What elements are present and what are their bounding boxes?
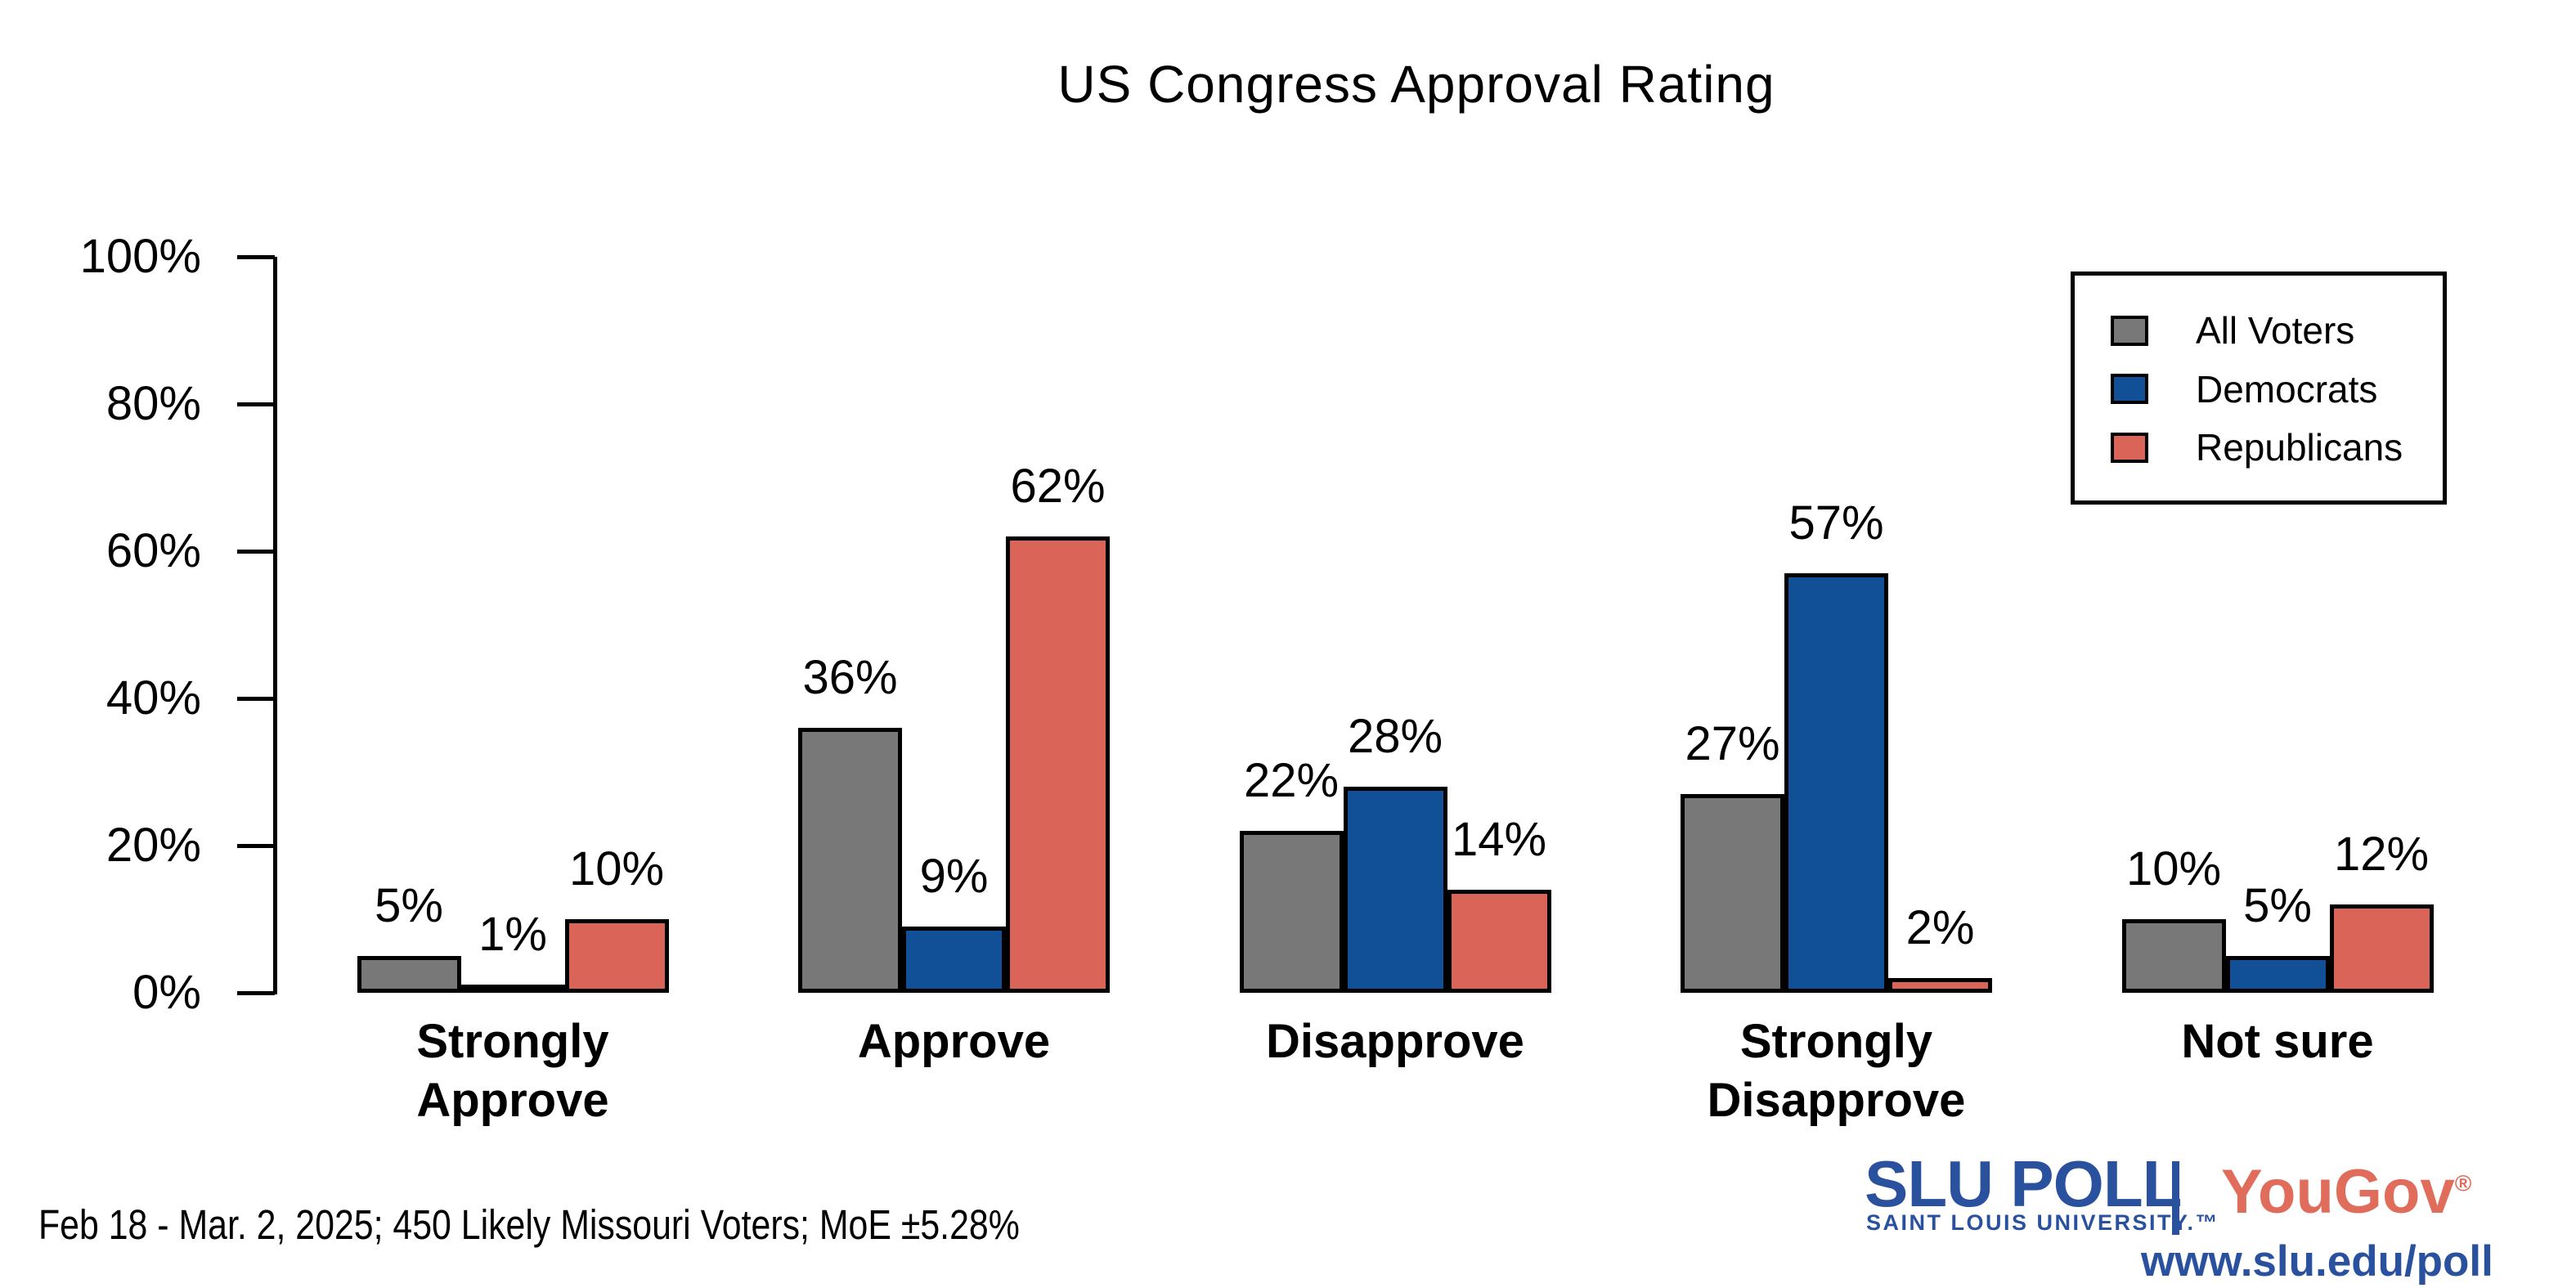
- bar-value-label: 62%: [1010, 460, 1106, 513]
- category-label: Disapprove: [1266, 1015, 1524, 1068]
- bar-value-label: 5%: [2243, 879, 2312, 932]
- bar-value-label: 1%: [478, 908, 547, 961]
- bar-value-label: 28%: [1347, 710, 1443, 763]
- bar-value-label: 2%: [1905, 901, 1975, 954]
- slu-university-text: SAINT LOUIS UNIVERSITY.™: [1866, 1210, 2220, 1235]
- y-axis-tick-label: 100%: [79, 230, 201, 283]
- legend-item: Republicans: [2111, 424, 2403, 471]
- bar-republicans: [1006, 536, 1110, 993]
- y-axis-tick: [237, 402, 275, 406]
- brand-separator: [2172, 1161, 2179, 1235]
- footnote-text: Feb 18 - Mar. 2, 2025; 450 Likely Missou…: [38, 1201, 1020, 1248]
- category-label: Approve: [857, 1015, 1051, 1068]
- bar-value-label: 12%: [2333, 828, 2430, 881]
- bar-republicans: [564, 919, 669, 993]
- slu-poll-wordmark: SLU POLL: [1865, 1147, 2183, 1220]
- slu-poll-url: www.slu.edu/poll: [2141, 1237, 2493, 1286]
- chart-title: US Congress Approval Rating: [1057, 55, 1775, 114]
- bar-value-label: 14%: [1451, 813, 1547, 866]
- bar-value-label: 27%: [1685, 717, 1780, 770]
- bar-value-label: 10%: [2125, 842, 2222, 895]
- y-axis-tick: [237, 255, 275, 259]
- bar-republicans: [1888, 978, 1992, 993]
- y-axis-tick: [237, 697, 275, 701]
- y-axis-tick-label: 60%: [105, 524, 201, 577]
- bar-democrats: [2225, 956, 2330, 993]
- bar-value-label: 5%: [375, 879, 443, 932]
- bar-value-label: 10%: [568, 842, 665, 895]
- yougov-logo: YouGov®: [2221, 1156, 2471, 1227]
- bar-all-voters: [798, 728, 902, 993]
- bar-value-label: 22%: [1243, 754, 1340, 807]
- bar-republicans: [1447, 890, 1551, 993]
- bar-all-voters: [1681, 794, 1784, 993]
- category-label: Strongly Disapprove: [1707, 1015, 1966, 1127]
- footnote: Feb 18 - Mar. 2, 2025; 450 Likely Missou…: [38, 1200, 1206, 1249]
- legend-box: All Voters Democrats Republicans: [2071, 272, 2447, 505]
- bar-democrats: [902, 927, 1006, 993]
- bar-value-label: 57%: [1788, 496, 1884, 550]
- legend-label: Republicans: [2196, 426, 2403, 469]
- bar-all-voters: [2121, 919, 2226, 993]
- y-axis-line: [273, 257, 277, 994]
- bar-democrats: [1784, 573, 1888, 993]
- legend-label: Democrats: [2196, 367, 2378, 411]
- registered-mark-icon: ®: [2454, 1170, 2472, 1196]
- y-axis-tick-label: 40%: [105, 671, 201, 725]
- y-axis-tick: [237, 991, 275, 995]
- yougov-text: YouGov: [2221, 1157, 2455, 1227]
- y-axis-tick-label: 20%: [105, 819, 201, 872]
- legend-item: All Voters: [2111, 307, 2354, 354]
- legend-label: All Voters: [2196, 309, 2355, 352]
- bar-all-voters: [357, 956, 461, 993]
- bar-all-voters: [1239, 831, 1344, 993]
- legend-swatch-democrats: [2111, 374, 2148, 404]
- legend-item: Democrats: [2111, 366, 2377, 413]
- bar-democrats: [1343, 787, 1447, 993]
- bar-value-label: 36%: [802, 651, 898, 704]
- legend-swatch-all-voters: [2111, 315, 2148, 346]
- y-axis-tick: [237, 550, 275, 554]
- bar-democrats: [460, 985, 565, 993]
- category-label: Not sure: [2181, 1015, 2374, 1068]
- legend-swatch-republicans: [2111, 432, 2148, 463]
- y-axis-tick-label: 0%: [132, 966, 201, 1019]
- bar-value-label: 9%: [919, 850, 989, 903]
- category-label: Strongly Approve: [416, 1015, 609, 1127]
- bar-republicans: [2329, 904, 2434, 993]
- y-axis-tick: [237, 844, 275, 848]
- y-axis-tick-label: 80%: [105, 377, 201, 430]
